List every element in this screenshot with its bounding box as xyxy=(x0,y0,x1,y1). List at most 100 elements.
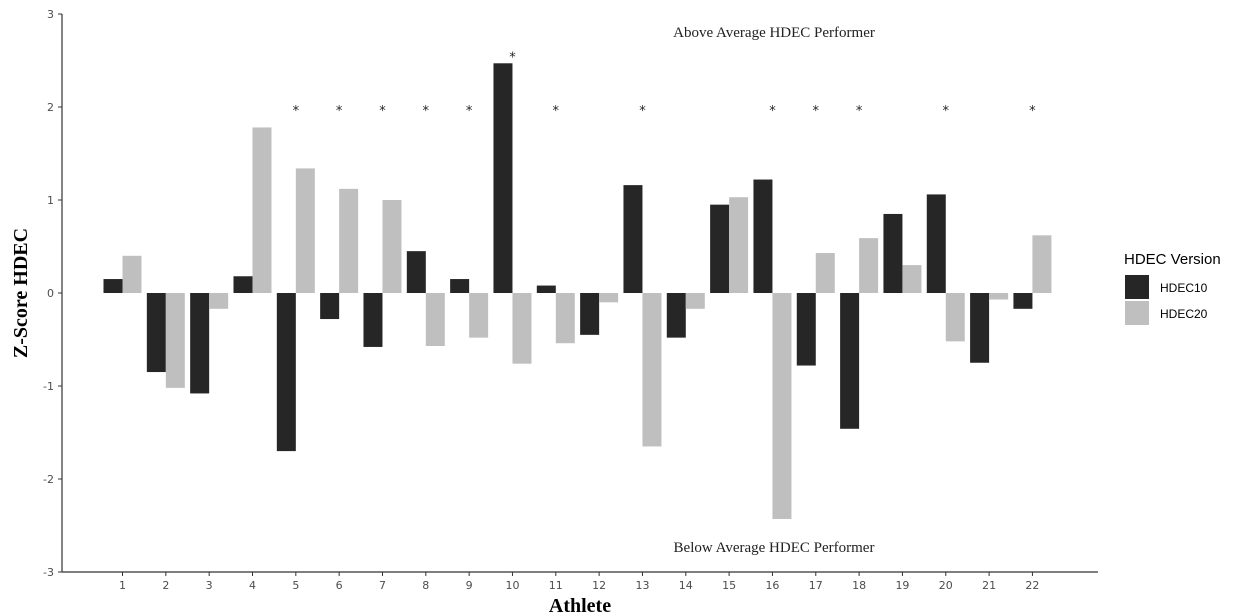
bar-hdec20-athlete-2 xyxy=(165,293,185,388)
bar-hdec10-athlete-11 xyxy=(536,285,556,293)
x-tick-label: 9 xyxy=(466,579,473,592)
x-tick-label: 16 xyxy=(765,579,779,592)
bar-hdec10-athlete-15 xyxy=(710,204,730,293)
significance-marker: * xyxy=(856,104,863,119)
y-tick-label: 0 xyxy=(47,287,54,300)
significance-marker: * xyxy=(553,104,560,119)
x-axis-title: Athlete xyxy=(549,595,611,615)
bar-hdec20-athlete-8 xyxy=(425,293,445,347)
x-tick-label: 15 xyxy=(722,579,736,592)
y-tick-label: 2 xyxy=(47,101,54,114)
x-tick-label: 18 xyxy=(852,579,866,592)
x-tick-label: 7 xyxy=(379,579,386,592)
bar-hdec10-athlete-19 xyxy=(883,213,903,293)
significance-marker: * xyxy=(769,104,776,119)
bar-hdec20-athlete-5 xyxy=(295,168,315,293)
bar-hdec10-athlete-8 xyxy=(406,251,426,293)
bar-hdec20-athlete-22 xyxy=(1032,235,1052,293)
bar-hdec20-athlete-10 xyxy=(512,293,532,364)
significance-marker: * xyxy=(293,104,300,119)
x-tick-label: 1 xyxy=(119,579,126,592)
bar-hdec20-athlete-12 xyxy=(599,293,619,303)
x-tick-label: 21 xyxy=(982,579,996,592)
bar-hdec20-athlete-17 xyxy=(815,253,835,293)
bar-hdec10-athlete-14 xyxy=(666,293,686,338)
bars xyxy=(103,63,1052,519)
legend-label-hdec20: HDEC20 xyxy=(1160,307,1208,321)
x-tick-label: 11 xyxy=(549,579,563,592)
bar-hdec10-athlete-4 xyxy=(233,276,253,293)
x-tick-label: 4 xyxy=(249,579,256,592)
y-tick-label: -3 xyxy=(43,566,54,579)
y-tick-label: -2 xyxy=(43,473,54,486)
bar-hdec20-athlete-19 xyxy=(902,265,922,293)
legend-label-hdec10: HDEC10 xyxy=(1160,281,1208,295)
bar-hdec20-athlete-20 xyxy=(945,293,965,342)
x-tick-label: 13 xyxy=(635,579,649,592)
bar-hdec10-athlete-13 xyxy=(623,185,643,293)
x-tick-label: 14 xyxy=(679,579,693,592)
bar-hdec20-athlete-21 xyxy=(989,293,1009,300)
significance-marker: * xyxy=(379,104,386,119)
legend: HDEC Version HDEC10 HDEC20 xyxy=(1124,251,1221,325)
x-tick-label: 8 xyxy=(422,579,429,592)
bar-hdec10-athlete-16 xyxy=(753,179,773,293)
legend-swatch-hdec20 xyxy=(1125,301,1149,325)
x-ticks: 1 2 3 4 5 6 7 8 9 10 11 12 13 14 15 16 17 18 19 20 21 22 xyxy=(119,572,1039,592)
bar-hdec20-athlete-14 xyxy=(685,293,705,309)
significance-marker: * xyxy=(943,104,950,119)
bar-hdec10-athlete-20 xyxy=(926,194,946,293)
significance-marker: * xyxy=(639,104,646,119)
bar-hdec20-athlete-7 xyxy=(382,200,402,293)
bar-hdec20-athlete-18 xyxy=(859,238,879,293)
x-tick-label: 10 xyxy=(505,579,519,592)
y-axis-title: Z-Score HDEC xyxy=(10,228,32,358)
x-tick-label: 2 xyxy=(162,579,169,592)
x-tick-label: 17 xyxy=(809,579,823,592)
x-tick-label: 19 xyxy=(895,579,909,592)
bar-hdec20-athlete-1 xyxy=(122,255,142,293)
x-tick-label: 6 xyxy=(336,579,343,592)
bar-hdec20-athlete-15 xyxy=(729,197,749,293)
bar-hdec10-athlete-2 xyxy=(146,293,166,373)
x-tick-label: 12 xyxy=(592,579,606,592)
significance-marker: * xyxy=(423,104,430,119)
significance-marker: * xyxy=(1029,104,1036,119)
bar-hdec20-athlete-13 xyxy=(642,293,662,447)
x-tick-label: 22 xyxy=(1025,579,1039,592)
y-tick-label: -1 xyxy=(43,380,54,393)
bar-hdec10-athlete-17 xyxy=(796,293,816,366)
bar-hdec10-athlete-9 xyxy=(450,279,470,293)
x-tick-label: 3 xyxy=(206,579,213,592)
y-tick-label: 3 xyxy=(47,8,54,21)
significance-marker: * xyxy=(466,104,473,119)
x-tick-label: 20 xyxy=(939,579,953,592)
bar-hdec10-athlete-10 xyxy=(493,63,513,293)
bar-hdec20-athlete-9 xyxy=(469,293,489,338)
bar-hdec10-athlete-3 xyxy=(190,293,210,394)
significance-marker: * xyxy=(813,104,820,119)
bar-hdec20-athlete-6 xyxy=(339,188,359,293)
significance-marker: * xyxy=(509,50,516,65)
annotation-above-average: Above Average HDEC Performer xyxy=(673,25,875,41)
y-ticks: -3 -2 -1 0 1 2 3 xyxy=(43,8,62,579)
bar-hdec20-athlete-16 xyxy=(772,293,792,519)
significance-markers: * * * * * * * * * * * * * xyxy=(293,50,1037,119)
bar-hdec10-athlete-1 xyxy=(103,279,123,293)
annotation-below-average: Below Average HDEC Performer xyxy=(674,540,875,556)
bar-hdec10-athlete-22 xyxy=(1013,293,1033,309)
bar-hdec10-athlete-18 xyxy=(840,293,860,429)
bar-hdec10-athlete-21 xyxy=(970,293,990,363)
bar-hdec20-athlete-3 xyxy=(209,293,229,309)
significance-marker: * xyxy=(336,104,343,119)
bar-hdec10-athlete-6 xyxy=(320,293,340,320)
x-tick-label: 5 xyxy=(292,579,299,592)
bar-hdec10-athlete-5 xyxy=(276,293,296,452)
legend-swatch-hdec10 xyxy=(1125,275,1149,299)
bar-hdec20-athlete-4 xyxy=(252,127,272,294)
legend-title: HDEC Version xyxy=(1124,251,1221,268)
bar-hdec10-athlete-12 xyxy=(580,293,600,335)
bar-hdec10-athlete-7 xyxy=(363,293,383,347)
